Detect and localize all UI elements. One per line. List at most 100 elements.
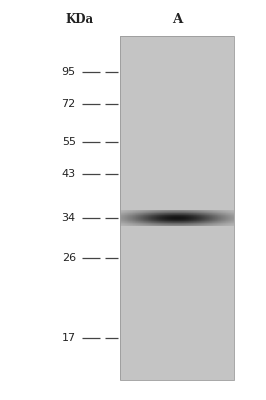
Bar bbox=[182, 212, 183, 213]
Bar bbox=[166, 214, 167, 215]
Bar bbox=[129, 210, 130, 211]
Bar bbox=[216, 218, 217, 219]
Bar bbox=[222, 218, 223, 219]
Bar bbox=[179, 213, 180, 214]
Bar bbox=[153, 219, 154, 220]
Bar bbox=[139, 224, 140, 225]
Bar bbox=[208, 213, 209, 214]
Bar bbox=[224, 219, 225, 220]
Bar bbox=[191, 213, 192, 214]
Bar bbox=[154, 214, 155, 215]
Bar bbox=[181, 224, 182, 225]
Bar bbox=[151, 222, 152, 223]
Bar bbox=[184, 213, 185, 214]
Bar bbox=[204, 215, 205, 216]
Bar bbox=[141, 219, 142, 220]
Bar bbox=[129, 213, 130, 214]
Bar bbox=[132, 222, 133, 223]
Bar bbox=[209, 218, 210, 219]
Bar bbox=[139, 219, 140, 220]
Bar bbox=[233, 222, 234, 223]
Bar bbox=[151, 224, 152, 225]
Bar bbox=[163, 218, 164, 219]
Bar bbox=[217, 212, 218, 213]
Bar bbox=[226, 218, 227, 219]
Bar bbox=[205, 212, 206, 213]
Bar bbox=[213, 218, 214, 219]
Bar bbox=[157, 222, 158, 223]
Bar bbox=[159, 219, 160, 220]
Bar bbox=[142, 215, 143, 216]
Bar bbox=[162, 216, 163, 217]
Bar bbox=[223, 221, 224, 222]
Bar bbox=[149, 213, 150, 214]
Bar bbox=[226, 211, 227, 212]
Bar bbox=[177, 217, 178, 218]
Bar bbox=[176, 225, 177, 226]
Bar bbox=[140, 211, 141, 212]
Bar bbox=[192, 210, 193, 211]
Bar bbox=[123, 217, 124, 218]
Bar bbox=[224, 217, 225, 218]
Bar bbox=[133, 223, 134, 224]
Bar bbox=[231, 212, 232, 213]
Bar bbox=[124, 216, 125, 217]
Bar bbox=[184, 220, 185, 221]
Bar bbox=[163, 210, 164, 211]
Bar bbox=[233, 216, 234, 217]
Bar bbox=[152, 223, 153, 224]
Bar bbox=[183, 212, 184, 213]
Bar bbox=[149, 210, 150, 211]
Bar bbox=[196, 211, 197, 212]
Bar bbox=[123, 220, 124, 221]
Bar bbox=[202, 225, 203, 226]
Bar bbox=[208, 222, 209, 223]
Bar bbox=[132, 224, 133, 225]
Bar bbox=[180, 215, 181, 216]
Bar bbox=[229, 211, 230, 212]
Bar bbox=[180, 224, 181, 225]
Bar bbox=[195, 222, 196, 223]
Bar bbox=[189, 225, 190, 226]
Bar bbox=[134, 214, 135, 215]
Bar bbox=[182, 224, 183, 225]
Bar bbox=[181, 210, 182, 211]
Bar bbox=[172, 215, 173, 216]
Bar bbox=[140, 218, 141, 219]
Bar bbox=[197, 210, 198, 211]
Bar bbox=[211, 218, 212, 219]
Bar bbox=[181, 212, 182, 213]
Bar bbox=[151, 225, 152, 226]
Bar bbox=[138, 218, 139, 219]
Bar bbox=[175, 222, 176, 223]
Bar bbox=[185, 224, 186, 225]
Bar bbox=[184, 212, 185, 213]
Bar bbox=[214, 216, 215, 217]
Bar bbox=[228, 219, 229, 220]
Bar bbox=[203, 211, 204, 212]
Bar bbox=[185, 210, 186, 211]
Bar bbox=[174, 218, 175, 219]
Bar bbox=[182, 223, 183, 224]
Bar bbox=[171, 210, 172, 211]
Bar bbox=[225, 213, 226, 214]
Bar bbox=[173, 219, 174, 220]
Bar bbox=[125, 221, 126, 222]
Bar bbox=[157, 210, 158, 211]
Bar bbox=[127, 223, 128, 224]
Bar bbox=[203, 224, 204, 225]
Bar bbox=[210, 215, 211, 216]
Bar bbox=[209, 210, 210, 211]
Text: 34: 34 bbox=[62, 213, 76, 223]
Bar bbox=[126, 223, 127, 224]
Bar bbox=[120, 225, 121, 226]
Bar bbox=[232, 211, 233, 212]
Bar bbox=[181, 222, 182, 223]
Bar bbox=[129, 218, 130, 219]
Bar bbox=[217, 220, 218, 221]
Bar bbox=[130, 221, 131, 222]
Bar bbox=[151, 220, 152, 221]
Bar bbox=[167, 219, 168, 220]
Bar bbox=[230, 218, 231, 219]
Bar bbox=[128, 222, 129, 223]
